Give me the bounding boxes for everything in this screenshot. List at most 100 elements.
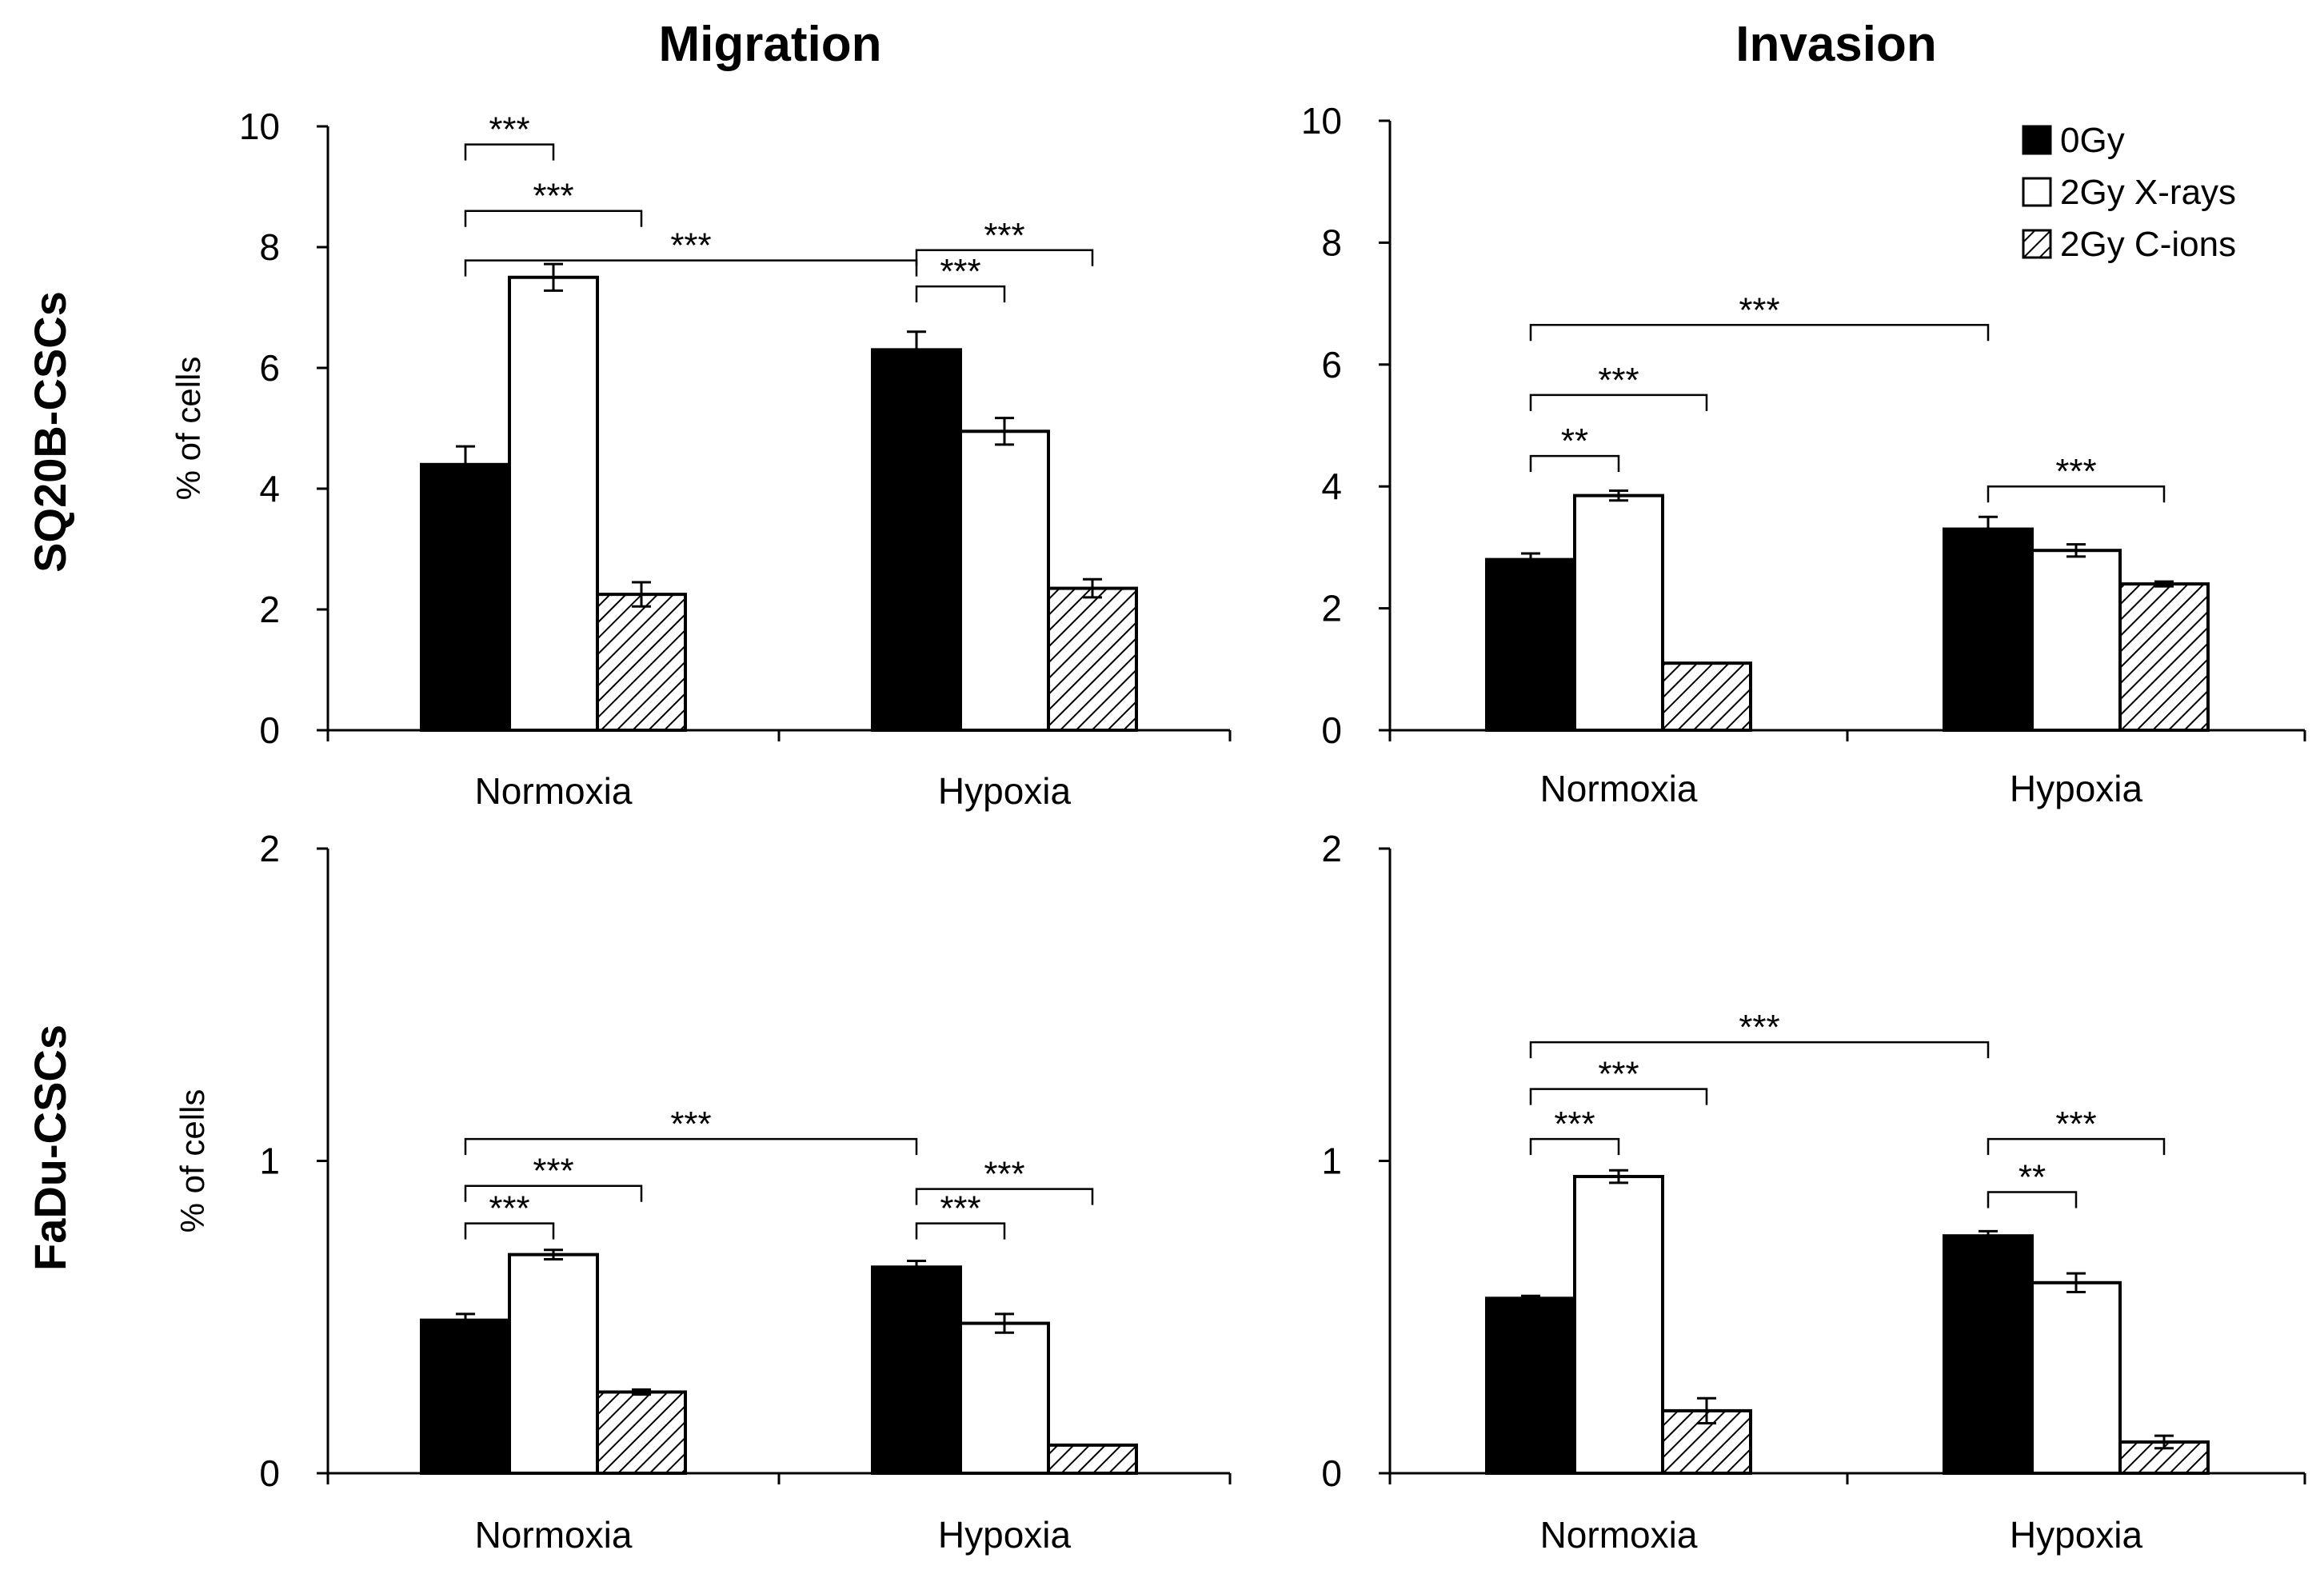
significance-label: ***: [940, 252, 980, 291]
bar-2gy-x-rays-hypoxia: [2031, 549, 2122, 733]
y-tick-label: 6: [259, 347, 280, 389]
bar-2gy-c-ions-hypoxia: [1047, 586, 1138, 733]
x-category-label: Hypoxia: [2010, 1514, 2143, 1556]
x-category-label: Hypoxia: [2010, 768, 2143, 809]
y-tick-label: 1: [259, 1141, 280, 1182]
significance-bracket: [1529, 1041, 1990, 1059]
significance-bracket: [1529, 1137, 1620, 1156]
significance-bracket: [464, 1222, 555, 1240]
significance-bracket: [1529, 394, 1708, 411]
y-tick-label: 4: [259, 468, 280, 509]
x-category-label: Normoxia: [1540, 768, 1698, 809]
bar-2gy-x-rays-normoxia: [508, 275, 599, 732]
significance-bracket: [1529, 1088, 1708, 1105]
bar-0gy-normoxia: [1485, 557, 1576, 733]
bar-2gy-c-ions-hypoxia: [1047, 1443, 1138, 1475]
legend-swatch: [2022, 177, 2052, 207]
y-tick-label: 8: [1321, 222, 1342, 263]
bar-2gy-x-rays-normoxia: [1573, 493, 1664, 732]
y-tick-label: 6: [1321, 344, 1342, 386]
y-tick-label: 0: [1321, 709, 1342, 751]
bar-2gy-c-ions-normoxia: [596, 593, 687, 732]
significance-bracket: [915, 1188, 1094, 1205]
y-tick-label: 2: [1321, 828, 1342, 869]
x-category-label: Normoxia: [1540, 1514, 1698, 1556]
bar-0gy-hypoxia: [871, 348, 962, 732]
y-tick-label: 1: [1321, 1141, 1342, 1182]
significance-label: ***: [533, 177, 573, 216]
column-title-migration: Migration: [659, 17, 882, 72]
legend-label: 0Gy: [2060, 121, 2125, 160]
significance-label: ***: [940, 1189, 980, 1228]
y-axis-label: % of cells: [170, 357, 207, 501]
significance-label: ***: [984, 1155, 1024, 1194]
significance-label: ***: [1554, 1105, 1595, 1144]
significance-bracket: [464, 259, 918, 277]
significance-label: ***: [670, 226, 711, 266]
y-tick-label: 2: [259, 828, 280, 869]
significance-bracket: [915, 1222, 1006, 1240]
significance-label: **: [1561, 421, 1588, 461]
significance-label: ***: [1739, 1008, 1779, 1047]
legend-swatch: [2022, 229, 2052, 259]
significance-label: ***: [1739, 290, 1779, 330]
row-label-sq20b: SQ20B-CSCs: [25, 291, 75, 573]
significance-bracket: [464, 143, 555, 161]
y-tick-label: 0: [259, 709, 280, 751]
significance-bracket: [1529, 454, 1620, 473]
significance-bracket: [464, 1184, 643, 1202]
significance-bracket: [915, 285, 1006, 303]
legend: 0Gy 2Gy X-rays 2Gy C-ions: [2022, 121, 2236, 264]
bar-0gy-hypoxia: [871, 1265, 962, 1476]
significance-bracket: [1987, 1137, 2166, 1156]
bar-0gy-normoxia: [420, 462, 511, 732]
y-tick-label: 8: [259, 226, 280, 268]
bar-2gy-x-rays-hypoxia: [2031, 1280, 2122, 1476]
bar-2gy-x-rays-normoxia: [1573, 1175, 1664, 1476]
bar-0gy-normoxia: [420, 1318, 511, 1476]
significance-bracket: [915, 249, 1094, 266]
significance-label: ***: [1598, 361, 1639, 400]
significance-label: ***: [670, 1105, 711, 1144]
significance-bracket: [464, 1137, 918, 1156]
y-tick-label: 10: [239, 106, 280, 147]
bar-2gy-c-ions-normoxia: [1661, 661, 1752, 732]
legend-label: 2Gy C-ions: [2060, 225, 2236, 264]
x-category-label: Normoxia: [475, 770, 633, 812]
bar-2gy-x-rays-normoxia: [508, 1252, 599, 1476]
bar-0gy-normoxia: [1485, 1296, 1576, 1475]
bar-0gy-hypoxia: [1943, 527, 2034, 732]
significance-label: ***: [2055, 1105, 2096, 1144]
column-title-invasion: Invasion: [1735, 17, 1937, 72]
x-category-label: Normoxia: [475, 1514, 633, 1556]
significance-label: ***: [489, 1189, 529, 1228]
y-tick-label: 2: [259, 589, 280, 630]
significance-label: ***: [1598, 1055, 1639, 1094]
bar-2gy-x-rays-hypoxia: [959, 1321, 1050, 1476]
y-tick-label: 0: [259, 1452, 280, 1494]
significance-label: ***: [2055, 452, 2096, 491]
significance-label: ***: [984, 216, 1024, 255]
y-axis-label: % of cells: [174, 1089, 211, 1233]
x-category-label: Hypoxia: [938, 770, 1072, 812]
legend-swatch: [2022, 125, 2052, 155]
bar-2gy-x-rays-hypoxia: [959, 429, 1050, 733]
y-tick-label: 4: [1321, 465, 1342, 507]
significance-bracket: [1987, 1191, 2078, 1208]
bar-2gy-c-ions-hypoxia: [2118, 582, 2210, 732]
y-tick-label: 10: [1301, 100, 1342, 142]
significance-bracket: [1529, 324, 1990, 342]
significance-bracket: [1987, 485, 2166, 503]
significance-label: ***: [489, 110, 529, 150]
y-tick-label: 2: [1321, 588, 1342, 629]
significance-bracket: [464, 210, 643, 227]
y-tick-label: 0: [1321, 1452, 1342, 1494]
significance-label: **: [2019, 1158, 2046, 1197]
bar-2gy-c-ions-normoxia: [596, 1390, 687, 1475]
significance-label: ***: [533, 1152, 573, 1191]
